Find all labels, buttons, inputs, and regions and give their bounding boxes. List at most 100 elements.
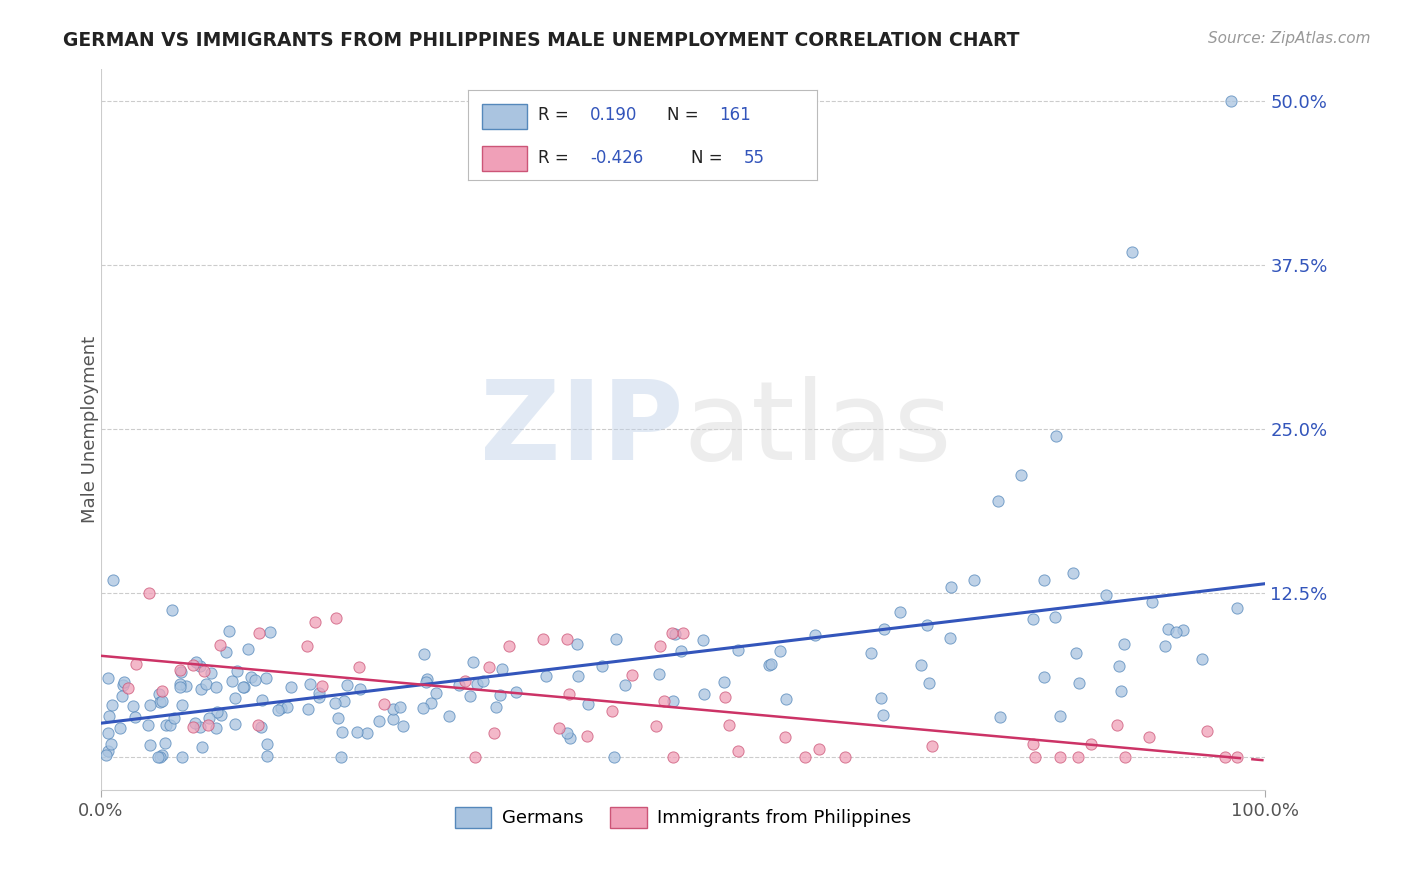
Point [988, 710, 1011, 724]
Point [373, 698, 395, 712]
Point [233, 680, 256, 694]
Point [727, 643, 749, 657]
Point [136, 718, 159, 732]
Point [193, 664, 215, 678]
Point [112, 674, 135, 689]
Point [1114, 637, 1136, 651]
Point [245, 673, 267, 688]
Point [482, 726, 505, 740]
Point [1021, 612, 1043, 626]
Point [713, 675, 735, 690]
Point [336, 678, 359, 692]
Point [498, 639, 520, 653]
Point [221, 673, 243, 688]
Point [121, 698, 143, 713]
Point [124, 710, 146, 724]
Point [225, 665, 247, 679]
Point [768, 644, 790, 658]
Point [181, 720, 204, 734]
Point [437, 709, 460, 723]
Point [718, 718, 741, 732]
Point [860, 646, 883, 660]
Point [1045, 429, 1067, 443]
Point [155, 717, 177, 731]
Point [346, 725, 368, 739]
Point [184, 716, 207, 731]
Point [661, 625, 683, 640]
Point [889, 605, 911, 619]
Point [276, 700, 298, 714]
Point [412, 701, 434, 715]
Point [333, 694, 356, 708]
Point [910, 657, 932, 672]
Point [169, 663, 191, 677]
Point [454, 673, 477, 688]
Point [1049, 708, 1071, 723]
Point [188, 658, 211, 673]
Point [381, 701, 404, 715]
Point [416, 672, 439, 686]
Point [1066, 646, 1088, 660]
Point [108, 721, 131, 735]
Point [138, 586, 160, 600]
Point [330, 724, 353, 739]
Point [807, 742, 830, 756]
Point [169, 680, 191, 694]
Point [381, 712, 404, 726]
Point [207, 705, 229, 719]
Point [174, 680, 197, 694]
Point [308, 686, 330, 700]
Point [775, 692, 797, 706]
Point [170, 750, 193, 764]
Point [560, 731, 582, 745]
Point [347, 660, 370, 674]
Point [662, 750, 685, 764]
Point [591, 659, 613, 673]
Point [186, 655, 208, 669]
Point [672, 625, 695, 640]
Point [1033, 573, 1056, 587]
Point [1114, 750, 1136, 764]
Point [555, 632, 578, 646]
Point [464, 750, 486, 764]
Point [1021, 737, 1043, 751]
Point [918, 675, 941, 690]
Point [758, 658, 780, 673]
Point [224, 691, 246, 706]
Point [567, 669, 589, 683]
Point [620, 668, 643, 682]
Point [97, 671, 120, 685]
Point [250, 693, 273, 707]
Point [600, 704, 623, 718]
Point [188, 720, 211, 734]
Point [125, 657, 148, 671]
Point [1197, 723, 1219, 738]
Point [149, 694, 172, 708]
Point [727, 744, 749, 758]
Point [671, 643, 693, 657]
Point [1033, 670, 1056, 684]
Point [648, 639, 671, 653]
Point [1024, 750, 1046, 764]
Y-axis label: Male Unemployment: Male Unemployment [82, 335, 98, 523]
Point [256, 737, 278, 751]
Point [505, 684, 527, 698]
Point [576, 697, 599, 711]
Point [614, 678, 637, 692]
Point [150, 748, 173, 763]
Point [467, 677, 489, 691]
Point [939, 580, 962, 594]
Point [461, 655, 484, 669]
Point [915, 617, 938, 632]
Point [280, 680, 302, 694]
Point [447, 678, 470, 692]
Point [605, 632, 627, 646]
Point [938, 632, 960, 646]
Point [652, 694, 675, 708]
Point [576, 729, 599, 743]
Point [662, 694, 685, 708]
Text: atlas: atlas [683, 376, 952, 483]
Point [1154, 639, 1177, 653]
Point [664, 627, 686, 641]
Point [97, 709, 120, 723]
